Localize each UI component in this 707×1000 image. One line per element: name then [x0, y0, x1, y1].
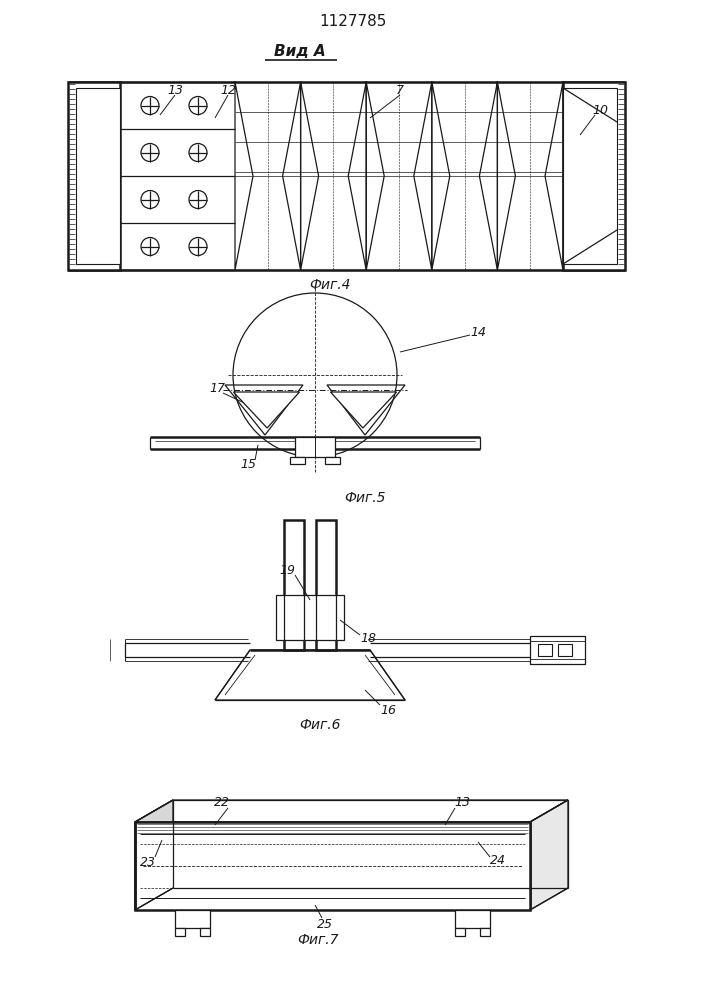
Bar — [200, 928, 210, 936]
Text: 12: 12 — [220, 84, 236, 97]
Text: 16: 16 — [380, 704, 396, 716]
Polygon shape — [530, 800, 568, 910]
Bar — [558, 644, 572, 656]
Text: 15: 15 — [240, 458, 256, 472]
Bar — [563, 88, 617, 264]
Text: 24: 24 — [490, 854, 506, 867]
Text: 1127785: 1127785 — [320, 14, 387, 29]
Text: 13: 13 — [167, 84, 183, 97]
Bar — [480, 928, 490, 936]
Text: 18: 18 — [360, 632, 376, 645]
Polygon shape — [135, 800, 173, 910]
Bar — [295, 437, 335, 457]
Bar — [290, 457, 305, 464]
Text: 19: 19 — [279, 564, 295, 576]
Bar — [135, 822, 530, 910]
Polygon shape — [135, 800, 568, 822]
Bar — [325, 457, 340, 464]
Polygon shape — [215, 650, 405, 700]
Bar — [538, 644, 552, 656]
Text: 17: 17 — [209, 381, 225, 394]
Bar — [175, 910, 210, 928]
Polygon shape — [233, 392, 300, 428]
Bar — [455, 928, 465, 936]
Bar — [316, 520, 336, 650]
Text: 13: 13 — [454, 796, 470, 810]
Text: 22: 22 — [214, 796, 230, 810]
Bar — [284, 520, 304, 650]
Polygon shape — [330, 392, 397, 428]
Polygon shape — [225, 385, 303, 435]
Bar — [76, 88, 120, 264]
Text: 7: 7 — [396, 84, 404, 97]
Text: Фиг.7: Фиг.7 — [297, 933, 339, 947]
Polygon shape — [327, 385, 405, 435]
Text: 25: 25 — [317, 918, 333, 930]
Text: Фиг.5: Фиг.5 — [344, 491, 386, 505]
Bar — [455, 910, 490, 928]
Bar — [175, 928, 185, 936]
Text: Вид А: Вид А — [274, 44, 326, 60]
Bar — [530, 636, 585, 664]
Text: Фиг.6: Фиг.6 — [299, 718, 341, 732]
Text: Фиг.4: Фиг.4 — [309, 278, 351, 292]
Bar — [276, 595, 344, 640]
Bar — [563, 82, 625, 270]
Bar — [68, 82, 120, 270]
Text: 10: 10 — [592, 104, 608, 116]
Text: 14: 14 — [470, 326, 486, 338]
Text: 23: 23 — [140, 856, 156, 868]
